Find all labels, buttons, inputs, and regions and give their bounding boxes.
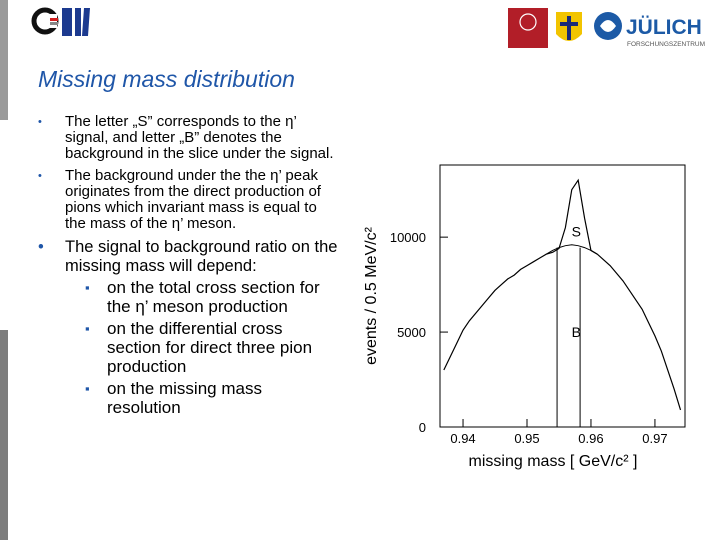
fit-curve	[545, 244, 598, 255]
bullet: on the total cross section for the η’ me…	[75, 278, 338, 316]
bullet: The letter „S” corresponds to the η’ sig…	[38, 114, 338, 162]
bullet-list: The letter „S” corresponds to the η’ sig…	[38, 114, 338, 420]
bullet-text: on the differential cross section for di…	[107, 319, 313, 376]
julich-logo: JÜLICH FORSCHUNGSZENTRUM	[594, 12, 705, 48]
chart: 0 5000 10000 0.94 0.95 0.96 0.97 missing mass […	[363, 164, 686, 470]
university-logo	[508, 8, 548, 48]
bullet-text: The signal to background ratio on the mi…	[65, 238, 338, 275]
x-tick-label: 0.95	[514, 431, 539, 446]
y-tick-label: 10000	[390, 230, 426, 245]
x-tick-label: 0.96	[578, 431, 603, 446]
y-tick-label: 0	[419, 420, 426, 435]
bullet-text: on the missing mass resolution	[107, 379, 262, 417]
bullet: on the missing mass resolution	[75, 379, 338, 417]
bullet: on the differential cross section for di…	[75, 319, 338, 376]
x-axis-label: missing mass [ GeV/c² ]	[469, 453, 638, 470]
y-tick-label: 5000	[397, 325, 426, 340]
x-tick-label: 0.94	[450, 431, 475, 446]
slide-title: Missing mass distribution	[38, 66, 295, 92]
annotation: S	[572, 223, 581, 239]
crest-logo	[556, 12, 582, 41]
data-line	[443, 178, 682, 411]
bullet: The signal to background ratio on the mi…	[38, 238, 338, 417]
plot-frame	[439, 164, 686, 428]
sub-list: on the total cross section for the η’ me…	[65, 278, 338, 417]
cosy-logo	[31, 7, 90, 36]
annotation: B	[572, 324, 581, 340]
y-axis-label: events / 0.5 MeV/c²	[363, 226, 380, 365]
x-tick-label: 0.97	[642, 431, 667, 446]
side-strip	[0, 0, 8, 120]
bullet: The background under the the η’ peak ori…	[38, 168, 338, 232]
logo-text: JÜLICH	[626, 16, 702, 39]
bullet-text: on the total cross section for the η’ me…	[107, 278, 320, 316]
bullet-text: The letter „S” corresponds to the η’ sig…	[65, 113, 334, 162]
logo-subtext: FORSCHUNGSZENTRUM	[627, 41, 705, 48]
bullet-text: The background under the the η’ peak ori…	[65, 167, 321, 232]
side-strip	[0, 330, 8, 540]
